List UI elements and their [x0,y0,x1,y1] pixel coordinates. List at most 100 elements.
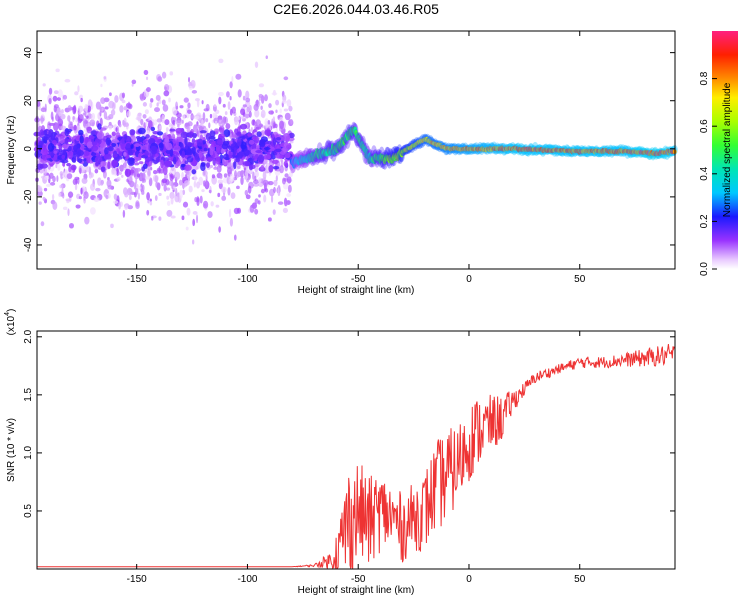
spectrogram-noise-blob [229,217,234,227]
spectrogram-band-blob [90,152,97,157]
spectrogram-band-blob [240,141,247,150]
spectrogram-band-blob [100,166,106,172]
spectrogram-band-blob [124,168,132,177]
spectrogram-band-blob [216,139,223,145]
spectrogram-noise-blob [150,166,153,171]
spectrogram-band-blob [141,144,149,150]
spectrogram-noise-blob [166,195,170,200]
spectrogram-noise-blob [270,194,274,203]
spectrogram-noise-blob [110,223,114,229]
spectrogram-band-blob [53,150,58,154]
spectrogram-band-blob [251,136,258,141]
spectrogram-noise-blob [84,216,90,225]
spectrogram-noise-blob [142,184,145,192]
spectrogram-noise-blob [108,114,114,120]
spectrogram-noise-blob [275,175,278,182]
spectrogram-noise-blob [147,199,150,204]
spectrogram-noise-blob [230,192,236,199]
spectrogram-noise-blob [53,104,59,109]
spectrogram-band-blob [125,142,132,151]
spectrogram-band-blob [107,145,114,152]
spectrogram-noise-blob [288,171,293,178]
spectrogram-noise-blob [170,215,176,219]
spectrogram-noise-blob [36,185,43,193]
spectrogram-noise-blob [44,103,47,113]
spectrogram-noise-blob [196,214,199,224]
spectrogram-noise-blob [62,206,68,211]
spectrogram-noise-blob [135,167,142,172]
spectrogram-band-blob [142,163,148,170]
spectrogram-noise-blob [150,98,154,103]
spectrogram-noise-blob [187,109,192,114]
spectrogram-noise-blob [254,109,260,118]
spectrogram-noise-blob [217,192,221,198]
spectrogram-noise-blob [229,173,235,182]
spectrogram-band-blob [68,138,72,143]
spectrogram-noise-blob [67,115,71,122]
spectrogram-band-blob [68,150,73,160]
spectrogram-noise-blob [126,165,129,169]
spectrogram-noise-blob [121,92,126,99]
spectrogram-band-blob [184,164,192,171]
spectrogram-noise-blob [168,97,171,103]
spectrogram-noise-blob [161,99,166,106]
snr-yscale-base: (x10 [6,315,17,335]
spectrogram-noise-blob [129,176,133,185]
spectrogram-band-blob [236,137,242,147]
spectrogram-band-blob [157,131,164,136]
spectrogram-noise-blob [244,113,250,119]
spectrogram-band-blob [283,160,288,167]
spectrogram-noise-blob [185,174,188,178]
spectrogram-noise-blob [234,170,237,179]
spectrogram-noise-blob [152,174,159,183]
spectrogram-noise-blob [187,102,191,109]
spectrogram-band-blob [172,156,177,165]
spectrogram-noise-blob [74,183,78,191]
spectrogram-noise-blob [55,163,58,169]
spectrogram-band-blob [77,150,84,156]
spectrogram-noise-blob [249,204,255,213]
spectrogram-band-blob [48,122,56,126]
y-tick-label: 40 [23,47,34,59]
spectrogram-band-blob [205,162,210,168]
spectrogram-noise-blob [226,91,230,98]
spectrogram-noise-blob [248,110,252,118]
spectrogram-noise-blob [197,131,200,138]
spectrogram-noise-blob [260,105,263,110]
spectrogram-noise-blob [286,193,292,198]
spectrogram-band-blob [94,156,103,164]
spectrogram-noise-blob [79,114,84,120]
spectrogram-noise-blob [89,183,96,191]
spectrogram-noise-blob [175,120,182,126]
spectrogram-noise-blob [257,177,262,183]
spectrogram-noise-blob [194,173,197,183]
colorbar-tick-label: 0.2 [699,214,710,228]
spectrogram-noise-blob [68,165,72,173]
spectrogram-noise-blob [99,104,102,112]
spectrogram-band-blob [250,148,259,155]
spectrogram-band-blob [220,148,225,154]
spectrogram-noise-blob [183,97,189,103]
colorbar: 0.0 0.2 0.4 0.6 0.8 Normalized spectral ampl… [699,31,738,276]
spectrogram-band-blob [150,145,158,155]
spectrogram-noise-blob [191,239,195,245]
spectrogram-band-blob [175,139,179,148]
spectrogram-noise-blob [224,111,228,116]
spectrogram-band-blob [284,152,291,159]
spectrogram-noise-blob [51,194,55,201]
spectrogram-noise-blob [193,124,200,129]
spectrogram-noise-blob [43,187,48,192]
spectrogram-noise-blob [199,195,203,204]
spectrogram-noise-blob [123,122,129,127]
spectrogram-noise-blob [253,183,260,187]
spectrogram-noise-blob [112,200,119,204]
spectrogram-band-blob [111,139,119,144]
x-tick-label: 50 [574,574,586,585]
spectrogram-noise-blob [277,201,284,205]
y-tick-label: 1.0 [23,446,34,460]
spectrogram-noise-blob [231,75,234,83]
spectrogram-noise-blob [45,183,51,187]
spectrogram-noise-blob [193,180,197,188]
spectrogram-noise-blob [179,105,184,109]
